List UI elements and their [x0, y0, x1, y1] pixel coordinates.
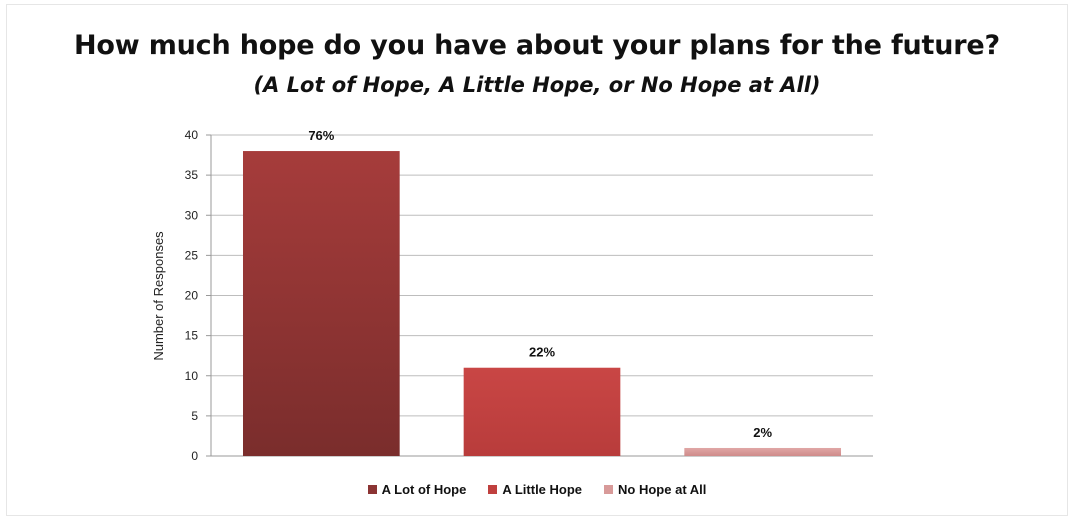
legend-swatch: [367, 485, 377, 494]
bar-a-lot-of-hope: [242, 151, 400, 457]
y-axis: 0 5 10 15 20 25 30 35 40: [185, 128, 212, 463]
y-tick-label: 35: [185, 168, 199, 182]
y-tick-label: 25: [185, 248, 199, 262]
legend-item: No Hope at All: [604, 482, 706, 497]
legend-label: A Lot of Hope: [381, 482, 467, 497]
y-tick-label: 5: [191, 409, 198, 423]
legend-item: A Lot of Hope: [367, 482, 467, 497]
legend-item: A Little Hope: [488, 482, 582, 497]
y-tick-label: 0: [191, 449, 198, 463]
y-tick-label: 40: [185, 128, 199, 142]
legend-swatch: [488, 485, 498, 494]
legend-label: No Hope at All: [618, 482, 707, 497]
bar-a-little-hope: [463, 367, 621, 456]
legend-swatch: [604, 485, 614, 494]
y-tick-label: 10: [185, 369, 199, 383]
data-label: 22%: [529, 345, 555, 360]
data-labels: 76% 22% 2%: [308, 128, 772, 440]
y-tick-label: 15: [185, 329, 199, 343]
y-tick-label: 30: [185, 208, 199, 222]
bar-no-hope-at-all: [684, 447, 842, 456]
legend: A Lot of Hope A Little Hope No Hope at All: [0, 482, 1074, 497]
data-label: 76%: [308, 128, 334, 143]
legend-label: A Little Hope: [502, 482, 583, 497]
y-tick-label: 20: [185, 289, 199, 303]
chart-subtitle: (A Lot of Hope, A Little Hope, or No Hop…: [253, 73, 821, 97]
bars: [242, 151, 842, 457]
chart-title: How much hope do you have about your pla…: [74, 30, 1000, 61]
y-axis-label: Number of Responses: [151, 231, 166, 361]
data-label: 2%: [753, 425, 772, 440]
